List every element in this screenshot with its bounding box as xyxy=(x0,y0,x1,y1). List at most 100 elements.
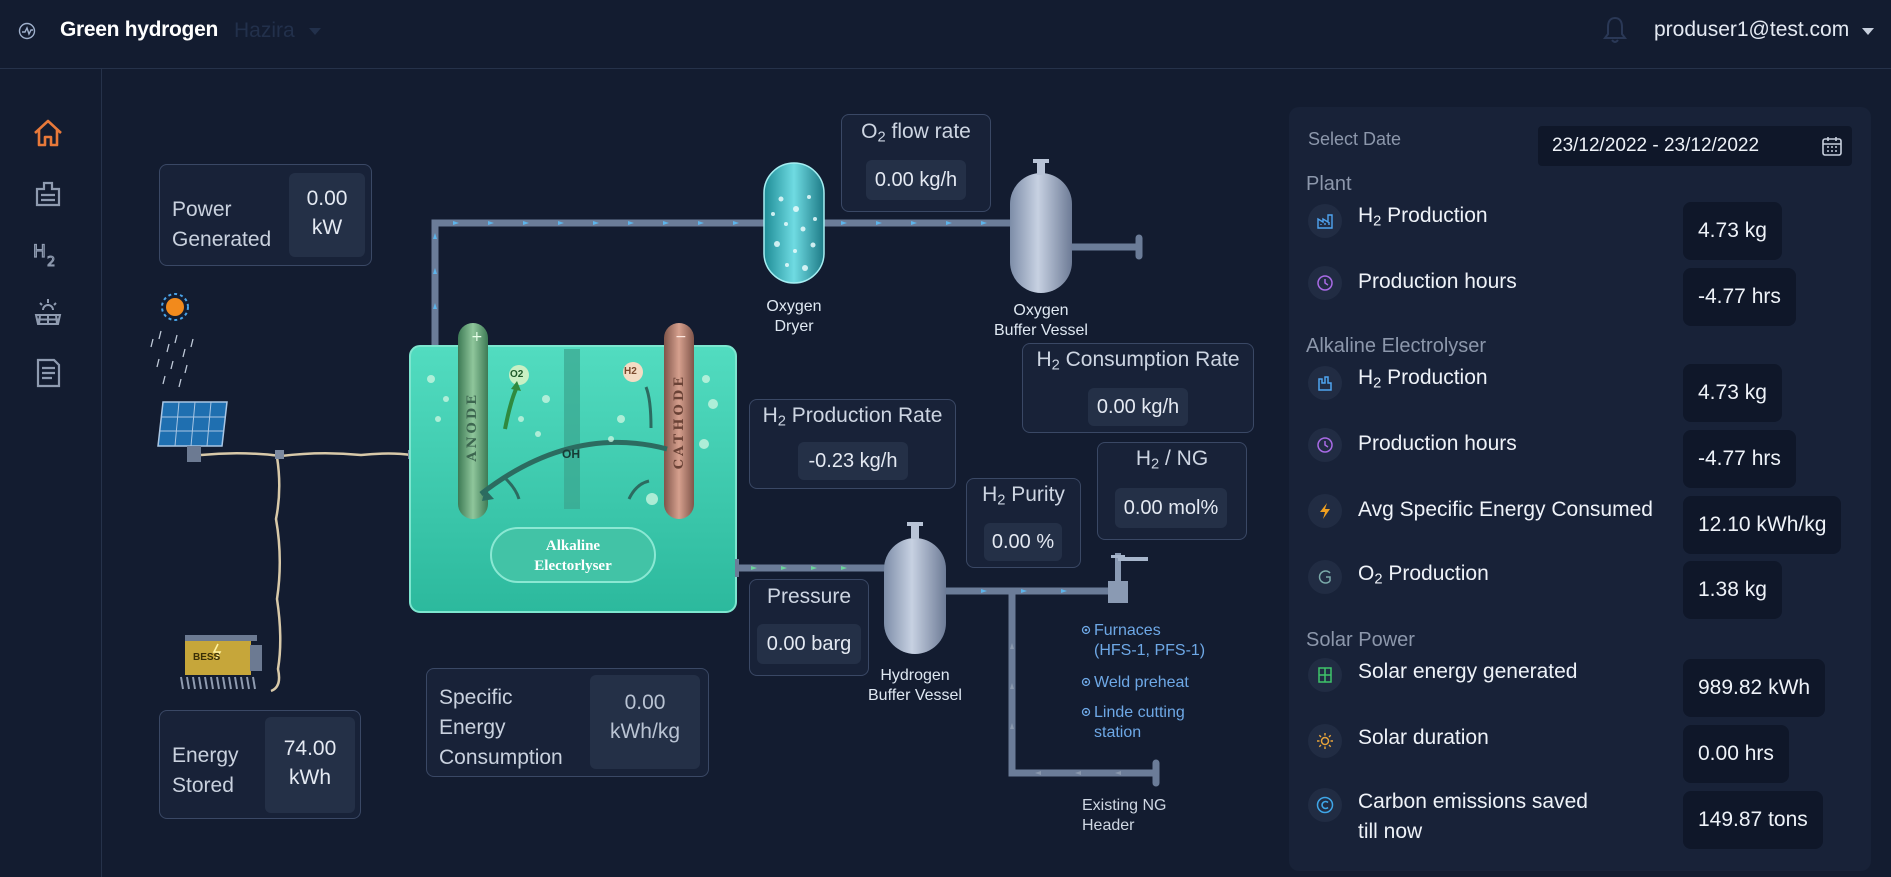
chevron-down-icon[interactable] xyxy=(309,28,321,35)
solar-duration-row-icon xyxy=(1308,724,1342,758)
existing-ng-header-label: Existing NG Header xyxy=(1082,797,1167,834)
h2-ng-card: H2 / NG 0.00 mol% xyxy=(1097,442,1247,540)
o2-flow-rate-value: 0.00 kg/h xyxy=(866,160,966,200)
pressure-label: Pressure xyxy=(766,585,852,608)
sidebar-item-home[interactable] xyxy=(30,115,66,151)
clock-icon xyxy=(1317,275,1333,291)
energy-stored-unit: kWh xyxy=(289,766,331,789)
top-bar: Green hydrogen Hazira produser1@test.com xyxy=(0,0,1891,69)
sun-icon xyxy=(1317,733,1333,749)
h2-bubble-label: H2 xyxy=(624,366,637,377)
section-solar: Solar Power xyxy=(1306,629,1415,651)
power-generated-card: Power Generated 0.00 kW xyxy=(159,164,372,266)
plant-h2-row-icon xyxy=(1308,204,1342,238)
section-plant: Plant xyxy=(1306,173,1352,195)
solar-energy-generated-label: Solar energy generated xyxy=(1358,660,1578,683)
diagram-graphics: + − xyxy=(150,159,1160,787)
factory-chart-icon xyxy=(1317,214,1333,229)
energy-stored-label: Energy xyxy=(172,744,239,767)
oxygen-dryer xyxy=(763,162,825,284)
plant-hours-row-icon xyxy=(1308,266,1342,300)
svg-text:H: H xyxy=(33,242,46,262)
hydrogen-buffer-vessel xyxy=(884,522,946,654)
ae-avg-energy-label: Avg Specific Energy Consumed xyxy=(1358,498,1653,521)
calendar-icon[interactable] xyxy=(1821,135,1843,157)
energy-stored-label-2: Stored xyxy=(172,774,234,797)
bess-label: BESS xyxy=(193,652,221,663)
power-generated-label-2: Generated xyxy=(172,228,272,251)
summary-panel: Select Date 23/12/2022 - 23/12/2022 Plan… xyxy=(1289,107,1871,871)
pressure-value: 0.00 barg xyxy=(757,624,861,664)
svg-text:−: − xyxy=(675,329,687,345)
sidebar-item-factory[interactable] xyxy=(30,175,66,211)
wiring xyxy=(200,451,412,693)
h2-production-rate-card: H2 Production Rate -0.23 kg/h xyxy=(749,399,956,489)
sidebar-item-solar[interactable] xyxy=(30,295,66,331)
ae-h2-production-value: 4.73 kg xyxy=(1683,364,1782,422)
ae-avg-energy-value: 12.10 kWh/kg xyxy=(1683,496,1842,554)
solar-panel-icon xyxy=(34,299,62,325)
date-range-picker[interactable]: 23/12/2022 - 23/12/2022 xyxy=(1538,126,1852,166)
electrolyser-label: Alkaline Electorlyser xyxy=(534,538,612,574)
o2-icon xyxy=(1318,570,1331,584)
carbon-row-icon xyxy=(1308,788,1342,822)
ae-o2-production-label: O2 Production xyxy=(1358,562,1489,588)
ae-energy-row-icon xyxy=(1308,494,1342,528)
oxygen-dryer-label: Oxygen Dryer xyxy=(766,298,822,335)
power-generated-label: Power xyxy=(172,198,232,221)
h2-consumption-rate-label: H2 Consumption Rate xyxy=(1036,348,1240,374)
o2-flow-rate-card: O2 flow rate 0.00 kg/h xyxy=(841,114,991,212)
bell-icon[interactable] xyxy=(1603,15,1627,45)
ae-production-hours-value: -4.77 hrs xyxy=(1683,430,1796,488)
plant-h2-production-value: 4.73 kg xyxy=(1683,202,1782,260)
solar-energy-row-icon xyxy=(1308,658,1342,692)
factory-icon xyxy=(35,181,61,207)
specific-energy-value: 0.00 xyxy=(624,691,666,714)
chevron-down-icon[interactable] xyxy=(1862,28,1874,35)
h2-purity-label: H2 Purity xyxy=(982,483,1065,509)
carbon-icon xyxy=(1316,796,1334,814)
specific-energy-label-2: Energy xyxy=(439,716,506,739)
user-menu[interactable]: produser1@test.com xyxy=(1654,18,1850,41)
power-generated-value: 0.00 xyxy=(306,187,348,210)
ae-production-hours-label: Production hours xyxy=(1358,432,1517,455)
h2-production-rate-label: H2 Production Rate xyxy=(762,404,943,430)
site-selector[interactable]: Hazira xyxy=(234,19,295,42)
h2-icon: H2 xyxy=(32,241,55,270)
solar-duration-value: 0.00 hrs xyxy=(1683,725,1789,783)
sun-icon xyxy=(161,293,189,321)
energy-stored-value: 74.00 xyxy=(283,737,337,760)
specific-energy-label-3: Consumption xyxy=(439,746,563,769)
o2-flow-rate-label: O2 flow rate xyxy=(861,120,971,146)
specific-energy-card: Specific Energy Consumption 0.00 kWh/kg xyxy=(426,668,709,777)
process-diagram: + − xyxy=(101,69,1281,877)
brand-title[interactable]: Green hydrogen xyxy=(60,18,218,41)
solar-energy-generated-value: 989.82 kWh xyxy=(1683,659,1826,717)
carbon-saved-label: Carbon emissions saved till now xyxy=(1358,790,1588,843)
ae-h2-row-icon xyxy=(1308,366,1342,400)
consumer-linde-cutting: Linde cutting station xyxy=(1094,704,1185,741)
date-range-value: 23/12/2022 - 23/12/2022 xyxy=(1552,135,1760,156)
specific-energy-value-box: 0.00 kWh/kg xyxy=(590,675,700,769)
rain-lines xyxy=(150,330,194,388)
power-generated-value-box: 0.00 kW xyxy=(289,173,365,257)
document-icon xyxy=(36,358,61,388)
sidebar-item-reports[interactable] xyxy=(30,355,66,391)
h2-purity-card: H2 Purity 0.00 % xyxy=(966,478,1081,568)
carbon-saved-value: 149.87 tons xyxy=(1683,791,1823,849)
gauge-icon[interactable] xyxy=(18,22,36,40)
home-icon xyxy=(34,119,62,147)
plant-production-hours-label: Production hours xyxy=(1358,270,1517,293)
ae-hours-row-icon xyxy=(1308,428,1342,462)
oxygen-buffer-label: Oxygen Buffer Vessel xyxy=(994,302,1088,339)
consumer-bullets xyxy=(1081,625,1091,717)
power-generated-unit: kW xyxy=(311,216,343,239)
solar-panel-icon xyxy=(1318,667,1332,683)
h2-purity-value: 0.00 % xyxy=(984,523,1062,561)
flow-arrows xyxy=(433,221,1067,593)
plant-production-hours-value: -4.77 hrs xyxy=(1683,268,1796,326)
clock-icon xyxy=(1317,437,1333,453)
plant-h2-production-label: H2 Production xyxy=(1358,204,1488,230)
h2-production-rate-value: -0.23 kg/h xyxy=(798,442,908,480)
